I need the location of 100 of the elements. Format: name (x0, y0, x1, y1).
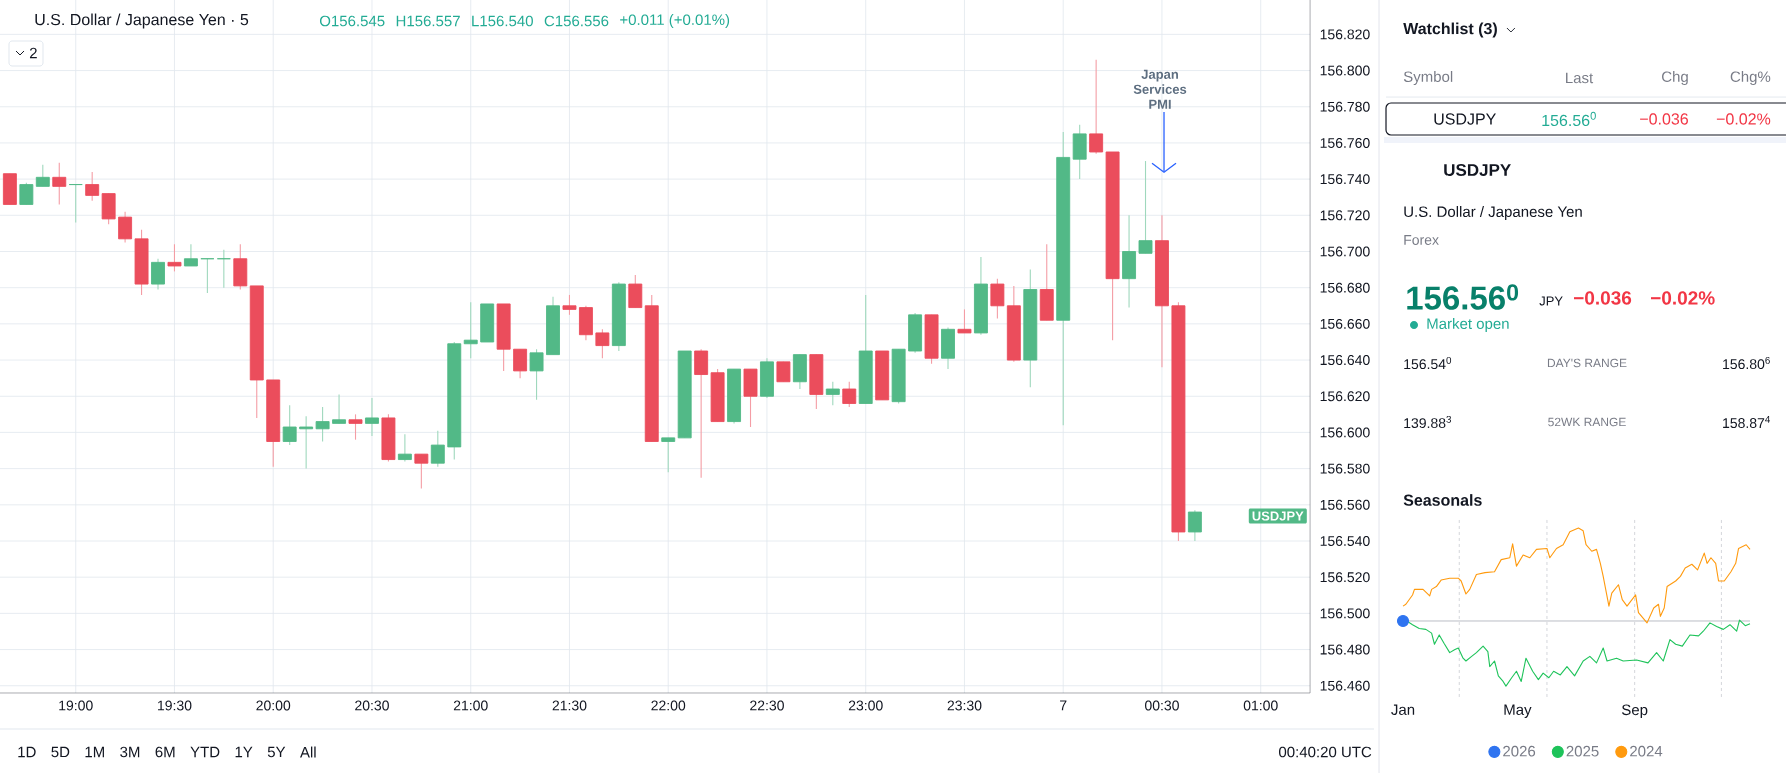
candlestick (216, 249, 231, 289)
text: DAY'S RANGE (1547, 358, 1627, 368)
candlestick (332, 393, 346, 424)
y-tick-label: 156.500 (1320, 608, 1370, 619)
candlestick (529, 348, 544, 401)
candlestick (825, 381, 840, 406)
y-tick-label: 156.760 (1320, 137, 1370, 148)
candlestick (35, 164, 50, 187)
text: 1D (18, 746, 36, 758)
text: Watchlist (3) (1403, 22, 1497, 38)
legend-label: 2025 (1566, 745, 1599, 757)
y-tick-label: 156.560 (1320, 499, 1370, 510)
text: U.S. Dollar / Japanese Yen · 5 (35, 13, 249, 29)
candlestick (299, 415, 314, 470)
text: 156.80$^{6}$ (1723, 356, 1770, 370)
y-tick-label: 156.820 (1320, 29, 1370, 40)
text: 156.56$^{0}$ (1542, 111, 1596, 127)
chart-title: Seasonals (1403, 494, 1482, 506)
candlestick (463, 301, 478, 359)
text: USDJPY (1444, 163, 1511, 177)
legend-label: 2026 (1503, 745, 1536, 757)
candlestick (694, 348, 709, 479)
candlestick (513, 348, 528, 379)
candlestick (167, 243, 182, 272)
y-tick-label: 156.720 (1320, 210, 1370, 221)
annotation: C156.556 (544, 15, 609, 27)
text: 3M (120, 746, 140, 758)
text: 52WK RANGE (1548, 417, 1626, 427)
annotation: H156.557 (396, 15, 460, 27)
annotation: Japan Services PMI (1133, 69, 1187, 109)
candlestick (1089, 59, 1104, 155)
text: −0.02% (1650, 291, 1715, 305)
x-tick-label: Jan (1391, 704, 1415, 715)
y-tick-label: 156.480 (1320, 644, 1370, 655)
y-tick-label: 156.740 (1320, 174, 1370, 185)
x-tick-label: Sep (1621, 704, 1648, 719)
text: U.S. Dollar / Japanese Yen (1404, 206, 1582, 220)
candlestick (562, 294, 577, 316)
x-tick-label: 22:30 (750, 700, 784, 711)
candlestick (1187, 509, 1202, 542)
candlestick (397, 433, 412, 462)
y-tick-label: 156.680 (1320, 282, 1370, 293)
annotation: O156.545 (319, 15, 385, 27)
text: USDJPY (1434, 113, 1496, 125)
y-tick-label: 156.660 (1320, 318, 1370, 329)
text: Market open (1427, 318, 1509, 332)
text: −0.036 (1640, 113, 1688, 125)
x-tick-label: 21:30 (552, 700, 587, 711)
text: −0.036 (1573, 291, 1632, 305)
y-tick-label: 156.540 (1320, 536, 1370, 546)
x-tick-label: 23:30 (947, 700, 982, 711)
x-tick-label: 20:00 (256, 700, 291, 711)
y-tick-label: 156.800 (1320, 65, 1370, 76)
text: Chg (1662, 71, 1688, 85)
candlestick (200, 258, 215, 294)
candlestick (19, 182, 34, 206)
text: 1M (85, 746, 104, 758)
annotation: +0.011 (+0.01%) (620, 14, 730, 28)
text: 6M (155, 746, 175, 758)
x-tick-label: May (1504, 704, 1532, 718)
text: JPY (1539, 296, 1563, 306)
candlestick (315, 406, 330, 443)
x-tick-label: 7 (1060, 700, 1067, 711)
candlestick (151, 258, 165, 291)
text: 158.87$^{4}$ (1723, 415, 1771, 429)
text: 5D (51, 746, 70, 758)
text: 156.54$^{0}$ (1404, 356, 1452, 370)
text: Forex (1404, 235, 1439, 245)
y-tick-label: 156.520 (1320, 572, 1370, 583)
candlestick (52, 162, 67, 206)
candlestick (628, 274, 643, 309)
text: 139.88$^{3}$ (1404, 415, 1452, 429)
annotation: L156.540 (472, 15, 533, 27)
text: All (300, 746, 316, 758)
x-tick-label: 23:00 (848, 700, 883, 711)
candlestick (990, 278, 1005, 319)
annotation: USDJPY (1252, 511, 1304, 521)
text: Symbol (1403, 71, 1453, 85)
x-tick-label: 20:30 (355, 700, 389, 711)
y-tick-label: 156.600 (1320, 427, 1370, 438)
candlestick (68, 184, 83, 224)
candlestick (85, 171, 100, 202)
text: 156.56$^{0}$ (1407, 284, 1519, 310)
candlestick (1138, 160, 1153, 254)
text: 5Y (267, 746, 286, 758)
x-tick-label: 01:00 (1243, 700, 1278, 711)
y-tick-label: 156.780 (1320, 101, 1370, 112)
candlestick (183, 243, 198, 267)
text: 00:40:20 UTC (1279, 746, 1372, 758)
candlestick (414, 453, 429, 490)
legend-label: 2024 (1630, 745, 1663, 757)
x-tick-label: 22:00 (651, 700, 686, 711)
candlestick (348, 413, 363, 441)
candlestick (430, 430, 445, 468)
candlestick (661, 437, 676, 473)
candlestick (282, 404, 297, 446)
x-tick-label: 00:30 (1145, 700, 1179, 711)
text: −0.02% (1716, 113, 1771, 125)
y-tick-label: 156.460 (1320, 680, 1370, 691)
x-tick-label: 21:00 (453, 700, 488, 711)
